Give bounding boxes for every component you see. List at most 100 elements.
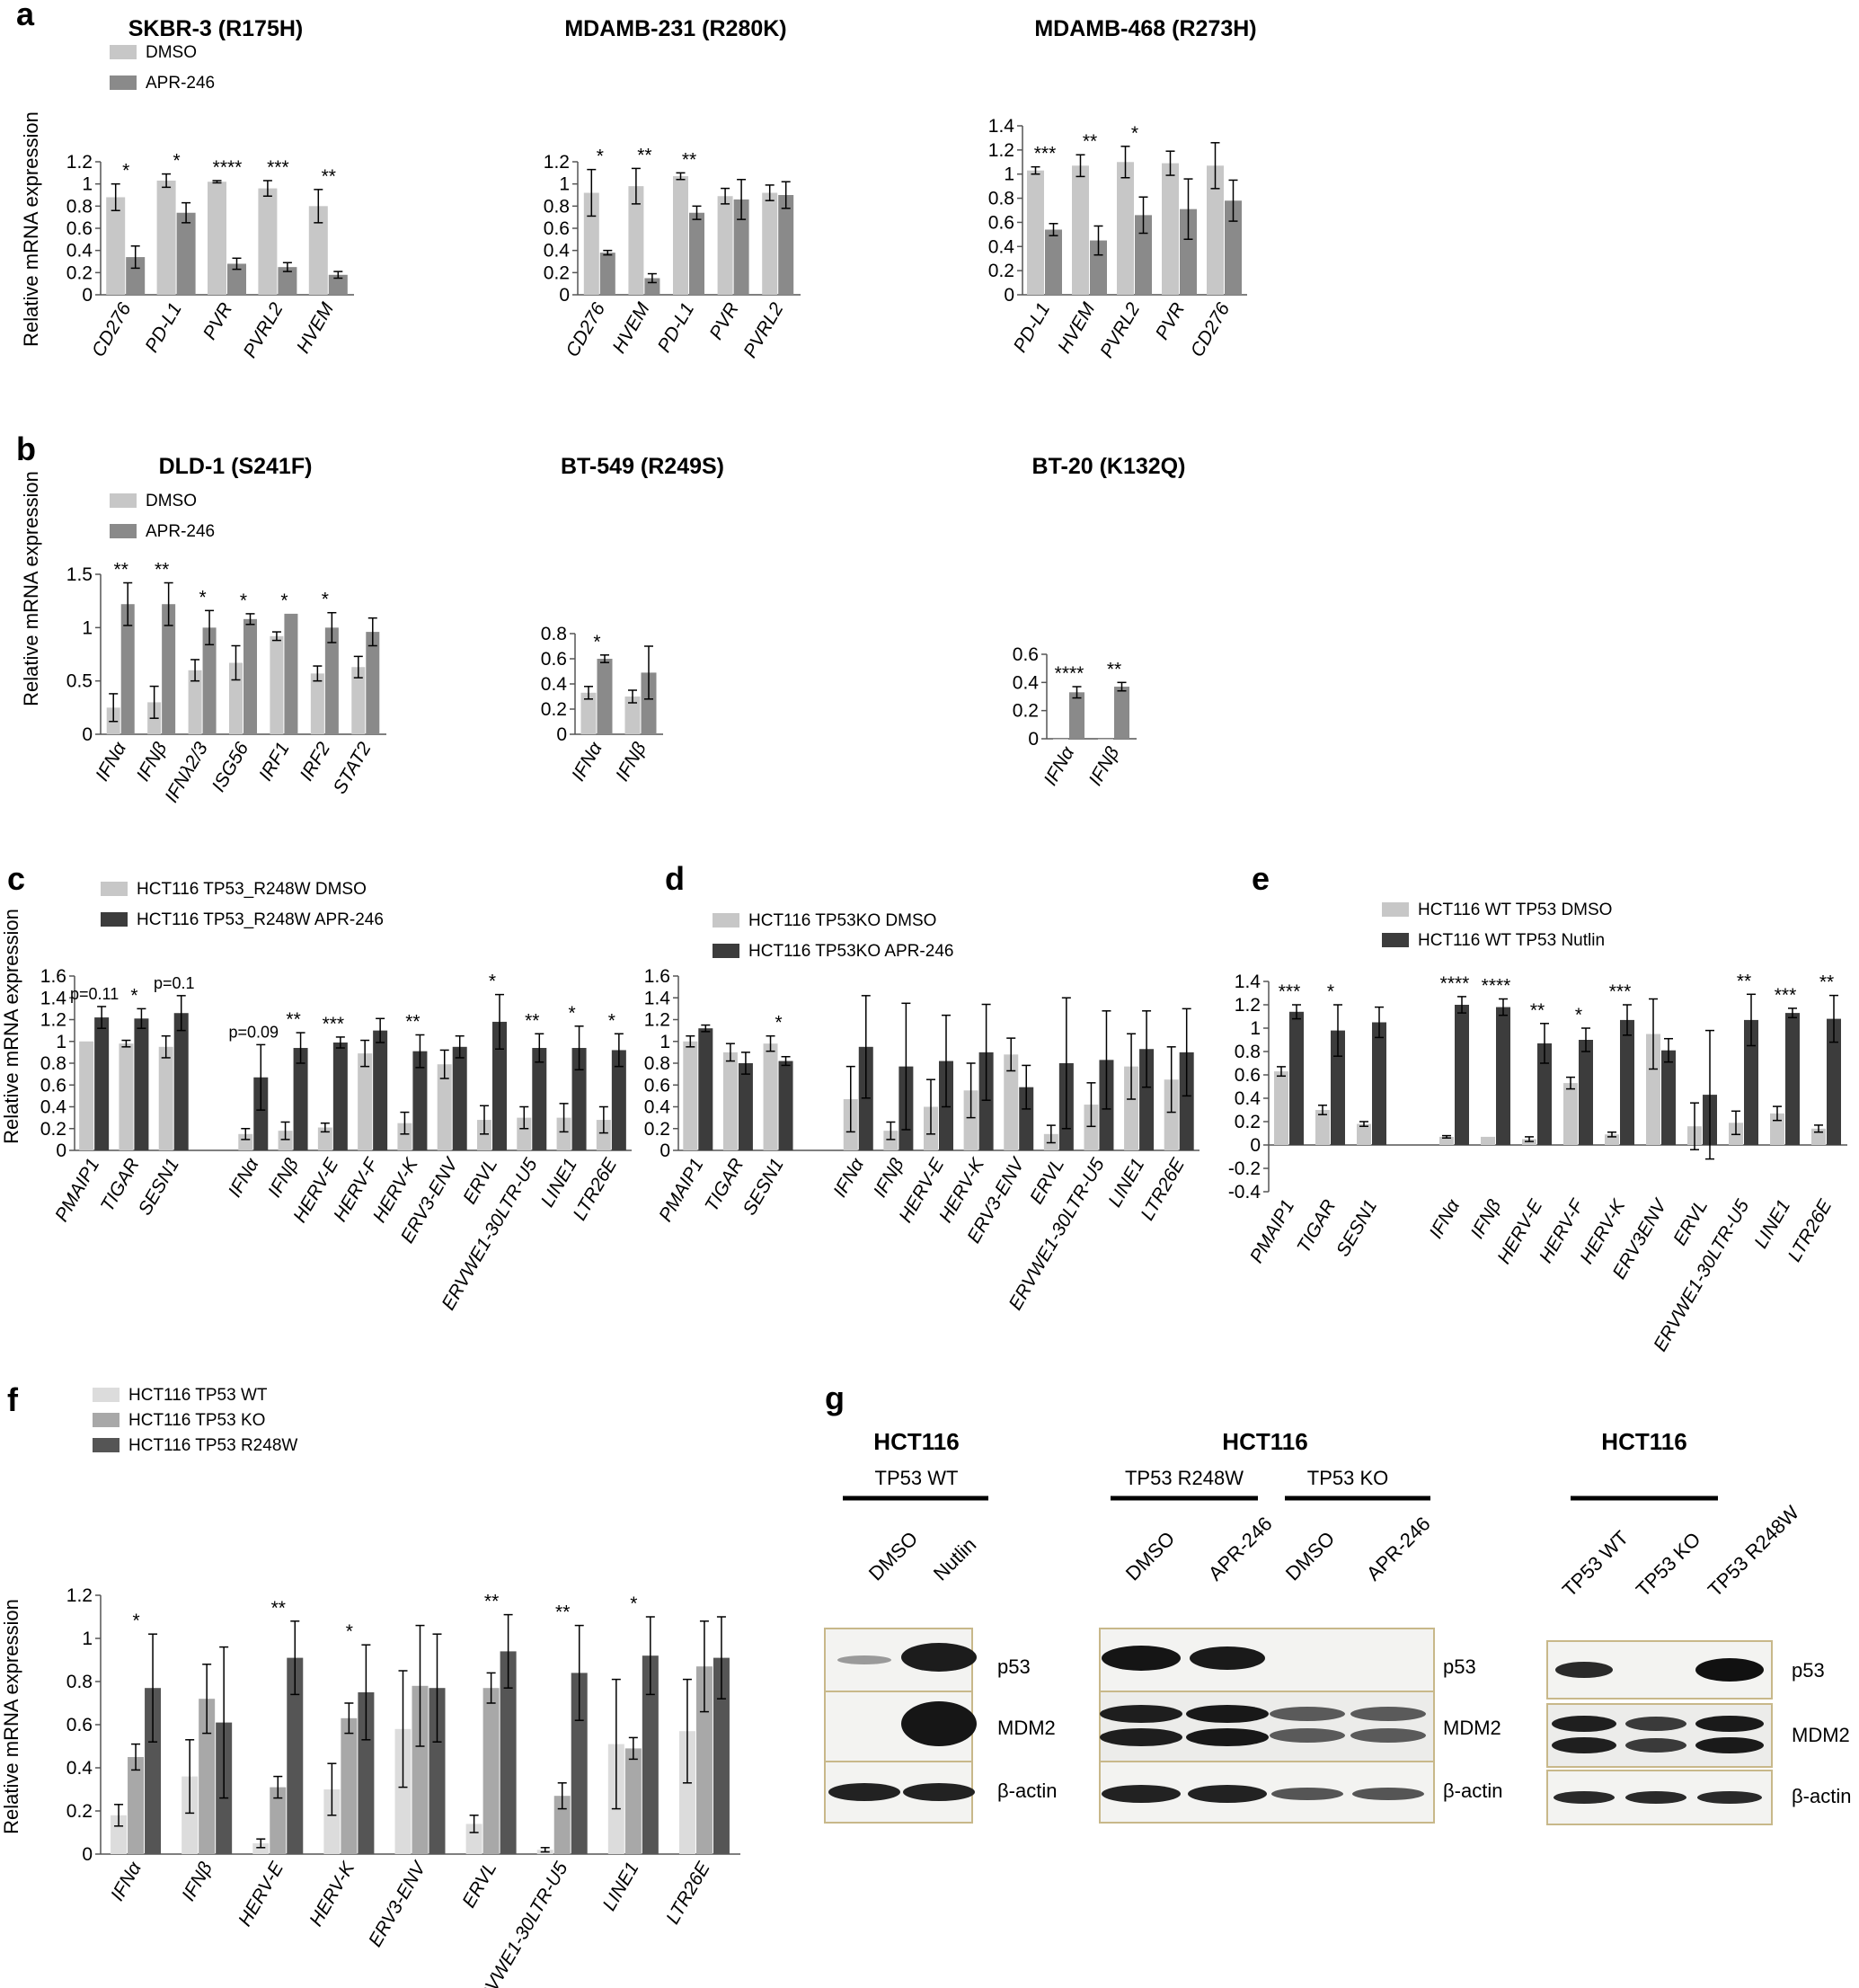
bar xyxy=(1053,739,1068,740)
bar xyxy=(358,1692,375,1854)
bar xyxy=(1180,209,1197,295)
bar xyxy=(258,188,278,295)
bar xyxy=(243,618,257,734)
significance-label: * xyxy=(199,587,206,608)
y-tick-label: 1.4 xyxy=(1235,972,1261,992)
significance-label: * xyxy=(322,590,329,610)
bar xyxy=(270,635,284,734)
x-tick-label: CD276 xyxy=(562,299,610,360)
legend-label: HCT116 TP53 KO xyxy=(128,1411,265,1430)
y-tick-label: 0.2 xyxy=(544,262,570,283)
bar xyxy=(1579,1040,1593,1145)
bar xyxy=(310,673,324,734)
y-tick-label: 0.4 xyxy=(544,241,571,262)
significance-label: * xyxy=(240,590,247,611)
bar xyxy=(717,196,733,295)
y-tick-label: 1.2 xyxy=(66,1585,93,1606)
bar xyxy=(253,1077,269,1150)
y-tick-label: 1.6 xyxy=(40,966,66,987)
significance-label: ** xyxy=(405,1011,420,1032)
y-tick-label: 0.2 xyxy=(66,262,93,283)
bar xyxy=(126,257,146,295)
y-tick-label: 1.4 xyxy=(644,988,671,1008)
blot3-mdm2-band-1b xyxy=(1552,1737,1616,1753)
significance-label: ** xyxy=(114,559,128,580)
bar xyxy=(145,1688,162,1854)
blot2-mdm2-band-3b xyxy=(1270,1728,1345,1743)
y-tick-label: 0.8 xyxy=(66,196,93,217)
bar xyxy=(642,1655,659,1854)
bar xyxy=(1563,1083,1578,1145)
chart-title: SKBR-3 (R175H) xyxy=(128,16,303,41)
chart-b1: b DLD-1 (S241F) Relative mRNA expression DM… xyxy=(16,430,386,806)
x-tick-label: PD-L1 xyxy=(141,299,186,356)
bar xyxy=(1019,1087,1034,1150)
y-tick-label: 0 xyxy=(82,285,93,306)
significance-label: * xyxy=(132,1611,139,1631)
y-tick-label: 0.4 xyxy=(644,1097,671,1118)
y-tick-label: 0 xyxy=(82,724,93,745)
chart-title: BT-549 (R249S) xyxy=(561,454,724,479)
bar xyxy=(394,1728,412,1854)
bar xyxy=(119,1043,134,1150)
bar xyxy=(532,1048,547,1150)
significance-label: * xyxy=(173,151,181,172)
significance-label: **** xyxy=(213,157,243,178)
bar xyxy=(1162,163,1179,295)
blot2-head: HCT116 xyxy=(1222,1428,1307,1455)
bar xyxy=(1357,1123,1371,1145)
x-tick-label: IFNα xyxy=(225,1154,263,1201)
blot3-row-actin: β-actin xyxy=(1792,1785,1851,1807)
x-tick-label: PVRL2 xyxy=(240,299,288,361)
legend-swatch xyxy=(93,1413,120,1427)
bar xyxy=(628,186,644,295)
blot2-mdm2-band-1a xyxy=(1100,1705,1182,1723)
bar xyxy=(452,1046,467,1150)
bar xyxy=(1114,687,1129,739)
legend-label: HCT116 WT TP53 Nutlin xyxy=(1418,931,1605,950)
y-tick-label: 1.5 xyxy=(66,564,93,585)
bar xyxy=(412,1051,428,1150)
y-tick-label: 1.2 xyxy=(40,1010,66,1031)
bar xyxy=(1045,229,1062,295)
bar xyxy=(580,692,597,734)
bar xyxy=(583,192,599,295)
significance-label: ** xyxy=(555,1602,570,1623)
panel-letter-g: g xyxy=(825,1380,845,1416)
y-tick-label: 0.8 xyxy=(644,1053,670,1074)
blot3-row-mdm2: MDM2 xyxy=(1792,1724,1850,1746)
bar xyxy=(1620,1019,1634,1145)
legend-swatch xyxy=(110,493,137,508)
significance-label: * xyxy=(280,590,288,611)
chart-a2: MDAMB-231 (R280K) 00.20.40.60.811.2 * CD276… xyxy=(544,16,801,361)
bar xyxy=(287,1657,304,1854)
bar xyxy=(763,1043,778,1150)
bar xyxy=(128,1757,145,1854)
bar xyxy=(492,1021,507,1150)
bar xyxy=(624,1748,642,1854)
bar xyxy=(1135,215,1152,295)
significance-label: ** xyxy=(1530,1000,1545,1021)
bar xyxy=(188,670,202,734)
bar xyxy=(1225,200,1242,295)
chart-title: MDAMB-231 (R280K) xyxy=(564,16,786,41)
legend-label: DMSO xyxy=(146,43,197,62)
bar xyxy=(1069,692,1084,739)
y-tick-label: 1 xyxy=(660,1032,670,1052)
x-tick-label: ERVL xyxy=(459,1155,501,1208)
blot3-p53-band-1 xyxy=(1555,1662,1613,1678)
bar xyxy=(1331,1030,1345,1145)
bar xyxy=(351,667,366,734)
x-tick-label: LTR26E xyxy=(662,1858,714,1928)
y-tick-label: 1 xyxy=(56,1032,66,1052)
blot2-mdm2-band-4a xyxy=(1350,1707,1426,1721)
y-axis-label: Relative mRNA expression xyxy=(0,1599,22,1834)
significance-label: ** xyxy=(1083,131,1097,152)
legend-swatch xyxy=(93,1438,120,1452)
significance-label: p=0.11 xyxy=(70,985,119,1003)
y-tick-label: -0.2 xyxy=(1228,1158,1261,1179)
x-tick-label: SESN1 xyxy=(1332,1196,1381,1260)
x-tick-label: PVRL2 xyxy=(1096,299,1144,361)
panel-letter-c: c xyxy=(7,860,25,897)
x-tick-label: HERV-E xyxy=(235,1858,288,1930)
